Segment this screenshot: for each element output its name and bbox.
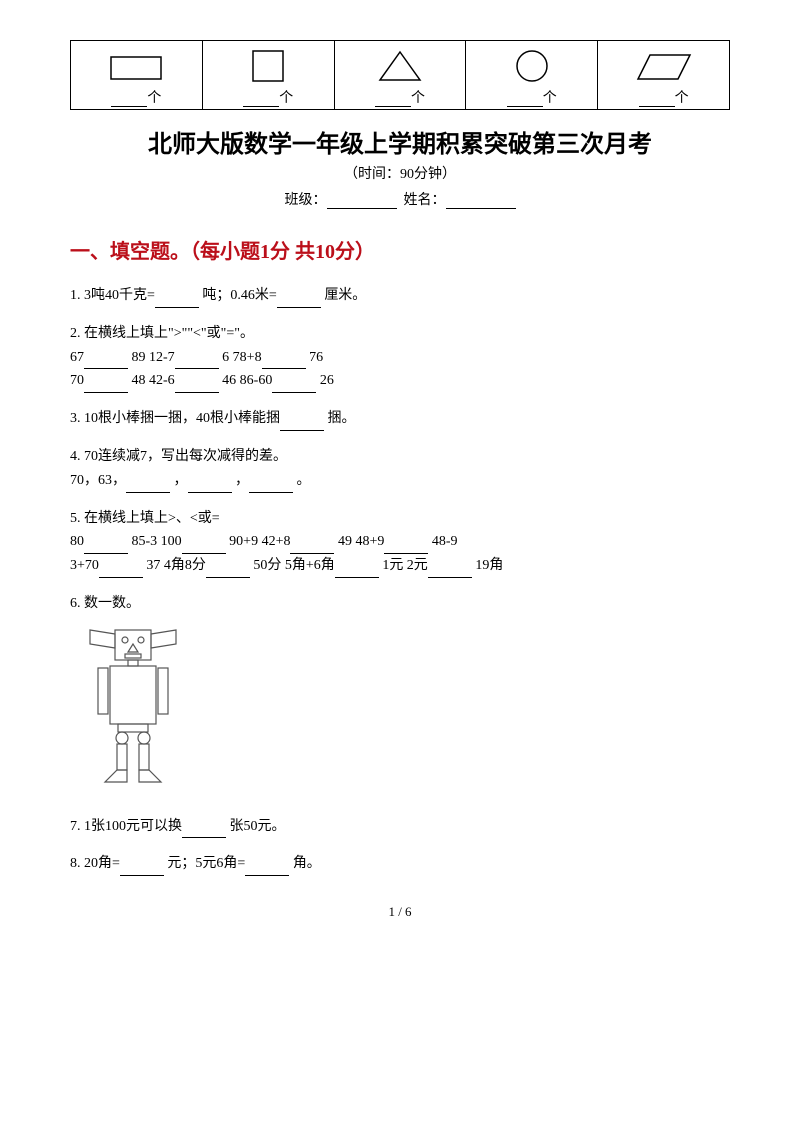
unit-label: 个	[411, 91, 425, 106]
unit-label: 个	[543, 91, 557, 106]
q5-l1c: 90+9 42+8	[229, 534, 290, 549]
question-6: 6. 数一数。	[70, 592, 730, 801]
page-title: 北师大版数学一年级上学期积累突破第三次月考	[70, 124, 730, 159]
q5-l2d: 1元 2元	[382, 558, 428, 573]
q4-intro: 70连续减7，写出每次减得的差。	[84, 449, 287, 464]
q7-num: 7.	[70, 819, 81, 834]
circle-icon	[512, 49, 552, 83]
q2-num: 2.	[70, 326, 81, 341]
q8-a: 20角=	[84, 856, 120, 871]
q4-a: 70，63，	[70, 473, 126, 488]
q4-s1: ，	[174, 473, 188, 488]
robot-figure	[70, 622, 730, 801]
shape-cell-rectangle: 个	[71, 41, 203, 110]
question-1: 1. 3吨40千克= 吨；0.46米= 厘米。	[70, 284, 730, 308]
shape-cell-square: 个	[202, 41, 334, 110]
unit-label: 个	[279, 91, 293, 106]
q5-l2a: 3+70	[70, 558, 99, 573]
q3-num: 3.	[70, 411, 81, 426]
q2-l1c: 6 78+8	[222, 350, 261, 365]
unit-label: 个	[147, 91, 161, 106]
q3-b: 捆。	[328, 411, 356, 426]
q1-c: 厘米。	[324, 288, 366, 303]
q5-l1b: 85-3 100	[132, 534, 182, 549]
shape-cell-parallelogram: 个	[598, 41, 730, 110]
q8-b: 元；5元6角=	[167, 856, 245, 871]
shape-count-table: 个 个 个 个	[70, 40, 730, 110]
q1-a: 3吨40千克=	[84, 288, 155, 303]
question-4: 4. 70连续减7，写出每次减得的差。 70，63， ， ， 。	[70, 445, 730, 493]
question-3: 3. 10根小棒捆一捆，40根小棒能捆 捆。	[70, 407, 730, 431]
unit-label: 个	[675, 91, 689, 106]
q1-num: 1.	[70, 288, 81, 303]
q1-b: 吨；0.46米=	[202, 288, 276, 303]
rectangle-icon	[101, 53, 171, 83]
q2-l2b: 48 42-6	[132, 373, 175, 388]
page: 个 个 个 个	[0, 0, 800, 940]
q2-l1d: 76	[309, 350, 323, 365]
page-footer: 1 / 6	[70, 904, 730, 920]
name-label: 姓名：	[404, 193, 446, 208]
q2-l2a: 70	[70, 373, 84, 388]
triangle-icon	[375, 49, 425, 83]
class-label: 班级：	[285, 193, 327, 208]
time-label: （时间：90分钟）	[70, 163, 730, 183]
q4-end: 。	[297, 473, 311, 488]
q7-a: 1张100元可以换	[84, 819, 182, 834]
q8-c: 角。	[293, 856, 321, 871]
shape-cell-circle: 个	[466, 41, 598, 110]
q5-l2c: 50分 5角+6角	[253, 558, 334, 573]
q5-l2b: 37 4角8分	[146, 558, 206, 573]
q2-l2d: 26	[320, 373, 334, 388]
q3-a: 10根小棒捆一捆，40根小棒能捆	[84, 411, 280, 426]
q5-intro: 在横线上填上>、<或=	[84, 511, 220, 526]
q5-l2e: 19角	[475, 558, 503, 573]
q8-num: 8.	[70, 856, 81, 871]
q5-l1a: 80	[70, 534, 84, 549]
q4-s2: ，	[235, 473, 249, 488]
parallelogram-icon	[634, 51, 694, 83]
question-2: 2. 在横线上填上">""<"或"="。 67 89 12-7 6 78+8 7…	[70, 322, 730, 393]
name-line: 班级： 姓名：	[70, 189, 730, 209]
q7-b: 张50元。	[230, 819, 286, 834]
question-8: 8. 20角= 元；5元6角= 角。	[70, 852, 730, 876]
q2-l2c: 46 86-60	[222, 373, 272, 388]
question-7: 7. 1张100元可以换 张50元。	[70, 815, 730, 839]
q2-l1b: 89 12-7	[132, 350, 175, 365]
section-1-heading: 一、填空题。（每小题1分 共10分）	[70, 235, 730, 264]
question-5: 5. 在横线上填上>、<或= 80 85-3 100 90+9 42+8 49 …	[70, 507, 730, 578]
shape-cell-triangle: 个	[334, 41, 466, 110]
q6-text: 数一数。	[84, 596, 140, 611]
q5-l1e: 48-9	[432, 534, 458, 549]
square-icon	[243, 49, 293, 83]
q6-num: 6.	[70, 596, 81, 611]
q4-num: 4.	[70, 449, 81, 464]
q5-num: 5.	[70, 511, 81, 526]
q2-l1a: 67	[70, 350, 84, 365]
q2-intro: 在横线上填上">""<"或"="。	[84, 326, 254, 341]
q5-l1d: 49 48+9	[338, 534, 384, 549]
